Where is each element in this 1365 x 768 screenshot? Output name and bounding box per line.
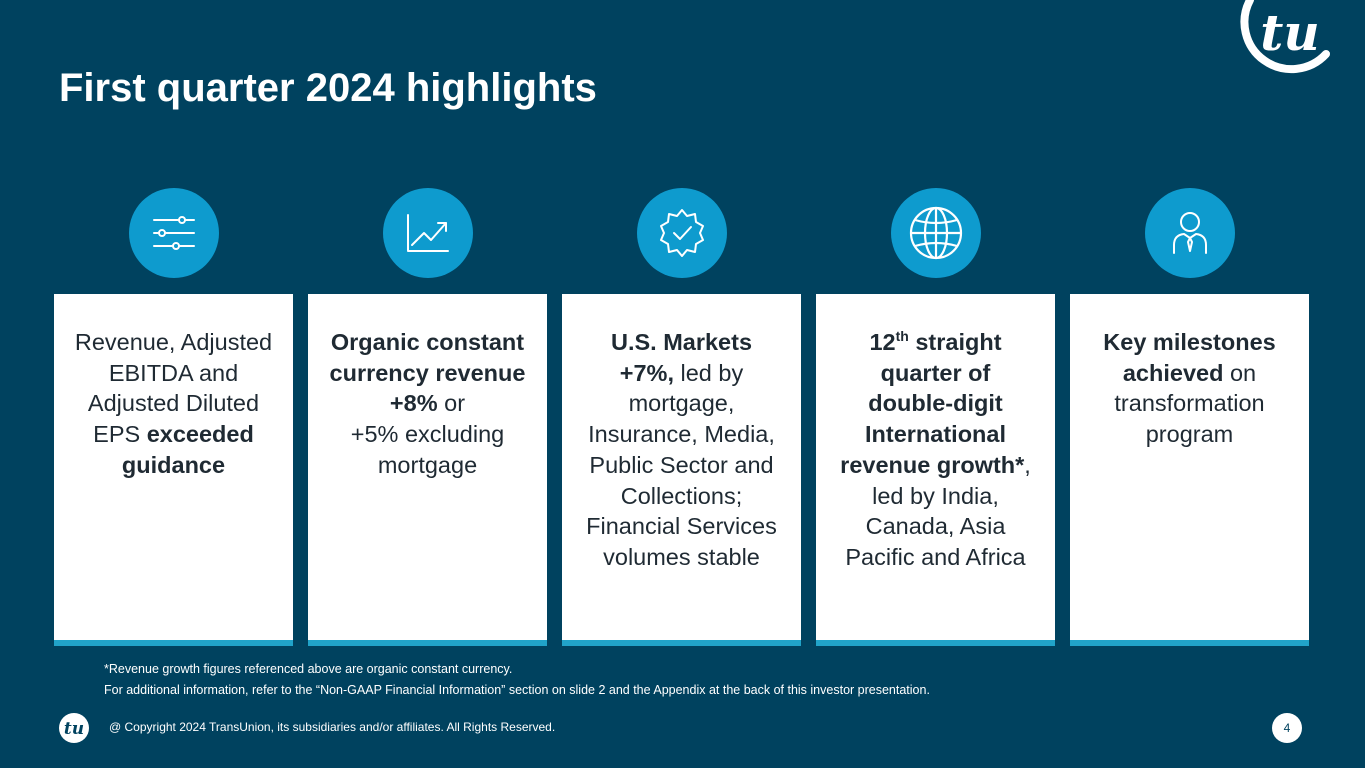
highlight-text: Organic constant currency revenue +8% or +5… [329,329,526,478]
trend-chart-icon [383,188,473,278]
transunion-footer-logo-icon: tu [59,713,89,743]
highlight-card-transformation: Key milestones achieved on transformation p… [1070,294,1309,646]
svg-text:tu: tu [1260,3,1319,62]
highlight-card-international: 12th straight quarter of double-digit Inter… [816,294,1055,646]
page-number: 4 [1272,713,1302,743]
highlight-card-organic-revenue: Organic constant currency revenue +8% or +5… [308,294,547,646]
highlight-text: Key milestones achieved on transformation p… [1103,329,1276,448]
copyright-notice: @ Copyright 2024 TransUnion, its subsidi… [109,720,556,734]
footnote-revenue-growth: *Revenue growth figures referenced above… [104,662,513,676]
page-title: First quarter 2024 highlights [59,66,597,110]
highlight-card-us-markets: U.S. Markets +7%, led by mortgage, Insuranc… [562,294,801,646]
footnote-non-gaap: For additional information, refer to the… [104,683,930,697]
person-icon [1145,188,1235,278]
svg-text:tu: tu [64,719,84,739]
globe-icon [891,188,981,278]
highlight-text: U.S. Markets +7%, led by mortgage, Insuranc… [586,329,777,570]
highlight-text: Revenue, Adjusted EBITDA and Adjusted Dilu… [74,329,273,478]
badge-check-icon [637,188,727,278]
highlight-text: 12th straight quarter of double-digit Inter… [840,328,1031,570]
transunion-logo-icon: tu [1240,0,1330,74]
highlight-card-guidance: Revenue, Adjusted EBITDA and Adjusted Dilu… [54,294,293,646]
sliders-icon [129,188,219,278]
